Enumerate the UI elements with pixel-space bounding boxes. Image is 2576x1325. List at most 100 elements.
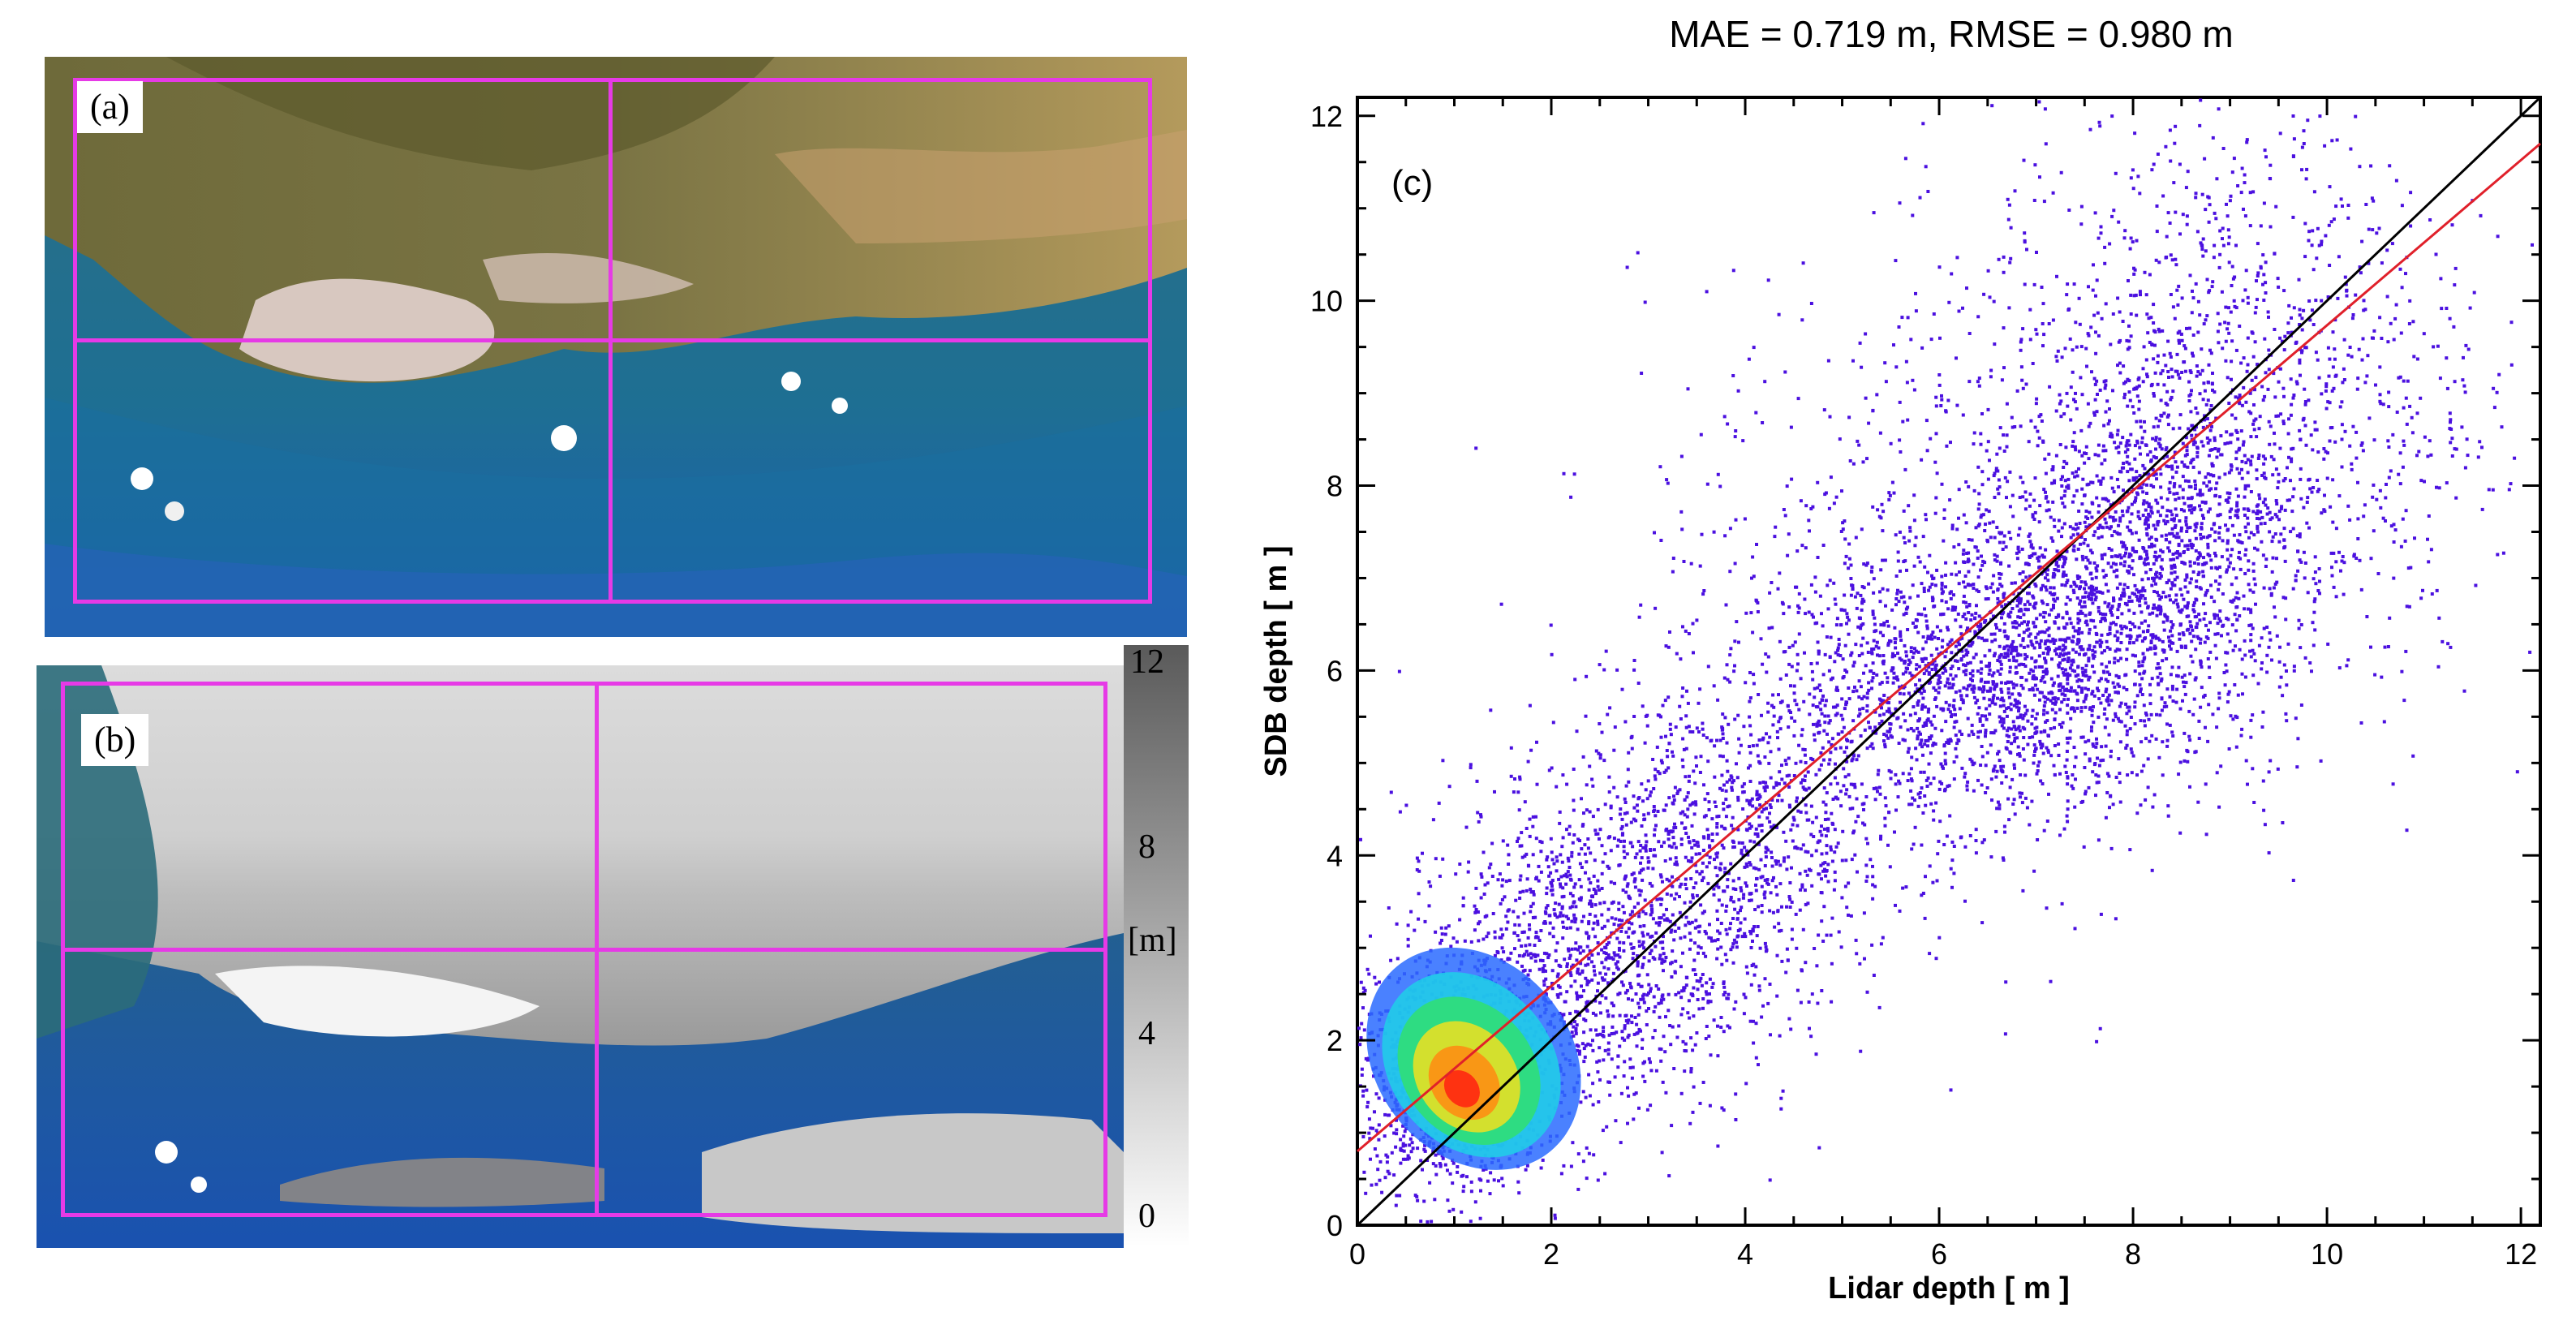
data-point (2030, 714, 2034, 718)
data-point (1983, 680, 1987, 684)
data-point (1787, 895, 1791, 898)
data-point (1963, 574, 1967, 578)
data-point (1361, 1089, 1365, 1093)
colorbar-tick-4: 4 (1138, 1015, 1155, 1052)
data-point (2142, 764, 2146, 768)
data-point (1615, 1030, 1619, 1035)
data-point (1976, 699, 1980, 703)
data-point (2032, 761, 2036, 765)
data-point (1667, 1174, 1671, 1178)
data-point (2139, 769, 2144, 773)
data-point (1859, 593, 1863, 597)
data-point (1415, 868, 1419, 871)
data-point (1569, 878, 1573, 882)
data-point (1882, 739, 1886, 743)
data-point (1940, 645, 1944, 649)
data-point (1843, 668, 1847, 672)
data-point (1778, 639, 1782, 643)
data-point (1651, 867, 1655, 871)
data-point (1509, 951, 1513, 955)
data-point (1741, 896, 1745, 900)
data-point (1920, 738, 1924, 742)
data-point (2118, 704, 2122, 708)
data-point (1486, 1179, 1490, 1183)
data-point (1722, 985, 1727, 989)
data-point (1757, 905, 1761, 909)
data-point (1474, 886, 1478, 890)
data-point (1565, 990, 1569, 994)
data-point (1944, 600, 1948, 604)
data-point (1622, 910, 1626, 914)
data-point (2017, 633, 2021, 637)
data-point (1632, 930, 1636, 934)
data-point (2084, 752, 2088, 756)
data-point (2010, 727, 2014, 731)
data-point (1786, 958, 1790, 962)
data-point (1706, 999, 1710, 1003)
data-point (1517, 1191, 1521, 1195)
data-point (1716, 947, 1720, 951)
data-point (1623, 877, 1627, 881)
data-point (1927, 708, 1931, 711)
data-point (2012, 798, 2016, 802)
data-point (1489, 1171, 1493, 1175)
data-point (1739, 921, 1743, 925)
data-point (2131, 754, 2135, 758)
data-point (1790, 900, 1794, 904)
data-point (1728, 1026, 1731, 1030)
data-point (1541, 1158, 1545, 1162)
data-point (1704, 954, 1708, 958)
data-point (2071, 647, 2075, 652)
data-point (1671, 884, 1675, 888)
data-point (1688, 841, 1692, 845)
data-point (1952, 760, 1956, 764)
data-point (1845, 612, 1849, 616)
data-point (1889, 777, 1893, 781)
data-point (1585, 1177, 1589, 1181)
data-point (1999, 662, 2003, 666)
data-point (1656, 810, 1660, 813)
data-point (1888, 722, 1892, 725)
data-point (1550, 879, 1555, 882)
data-point (1598, 971, 1602, 975)
data-point (1615, 960, 1619, 964)
data-point (1625, 988, 1629, 992)
data-point (1907, 658, 1911, 662)
data-point (1740, 888, 1744, 893)
data-point (1948, 814, 1952, 818)
data-point (1957, 739, 1961, 742)
data-point (1417, 892, 1421, 896)
data-point (1949, 1088, 1953, 1092)
data-point (1649, 1069, 1654, 1073)
data-point (1669, 893, 1673, 897)
data-point (1662, 841, 1666, 845)
data-point (1785, 867, 1789, 871)
data-point (2009, 702, 2013, 706)
data-point (1404, 1143, 1408, 1147)
data-point (1549, 880, 1553, 884)
data-point (1847, 913, 1850, 917)
data-point (1912, 564, 1916, 568)
data-point (1839, 623, 1843, 627)
data-point (1958, 729, 1962, 733)
data-point (1748, 671, 1752, 674)
data-point (2016, 745, 2020, 749)
data-point (1908, 529, 1912, 533)
data-point (2065, 736, 2069, 740)
data-point (2020, 791, 2023, 795)
data-point (1913, 712, 1917, 716)
data-point (1897, 600, 1901, 604)
data-point (1664, 644, 1668, 648)
data-point (1536, 936, 1540, 940)
data-point (1940, 592, 1944, 596)
panel-label-b: (b) (81, 714, 149, 766)
data-point (1893, 626, 1897, 630)
data-point (1739, 886, 1743, 890)
data-point (1821, 673, 1826, 677)
data-point (1670, 928, 1674, 932)
data-point (1601, 1129, 1605, 1133)
data-point (2032, 596, 2036, 600)
data-point (1995, 807, 1999, 811)
data-point (1578, 1013, 1581, 1017)
data-point (1827, 740, 1831, 744)
